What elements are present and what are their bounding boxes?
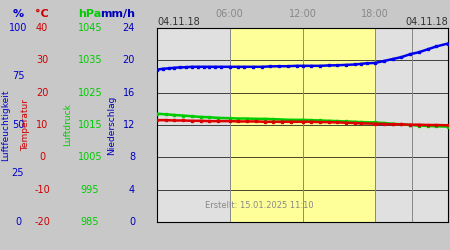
Text: 18:00: 18:00 — [361, 9, 389, 19]
Text: Niederschlag: Niederschlag — [108, 95, 117, 155]
Text: 1025: 1025 — [77, 88, 103, 98]
Text: 4: 4 — [129, 185, 135, 195]
Text: Erstellt: 15.01.2025 11:10: Erstellt: 15.01.2025 11:10 — [205, 201, 313, 210]
Text: -20: -20 — [34, 217, 50, 227]
Text: 1035: 1035 — [78, 55, 102, 65]
Text: Luftdruck: Luftdruck — [63, 104, 72, 146]
Text: -10: -10 — [34, 185, 50, 195]
Text: °C: °C — [35, 9, 49, 19]
Text: 06:00: 06:00 — [216, 9, 243, 19]
Text: Temperatur: Temperatur — [22, 99, 31, 151]
Text: 20: 20 — [122, 55, 135, 65]
Text: 40: 40 — [36, 23, 48, 33]
Text: 100: 100 — [9, 23, 27, 33]
Text: 04.11.18: 04.11.18 — [405, 17, 448, 27]
Text: 0: 0 — [39, 152, 45, 162]
Text: 985: 985 — [81, 217, 99, 227]
Text: 24: 24 — [122, 23, 135, 33]
Text: 1015: 1015 — [78, 120, 102, 130]
Text: %: % — [13, 9, 23, 19]
Text: 1005: 1005 — [78, 152, 102, 162]
Text: hPa: hPa — [78, 9, 102, 19]
Text: 25: 25 — [12, 168, 24, 178]
Text: 12: 12 — [122, 120, 135, 130]
Text: 0: 0 — [129, 217, 135, 227]
Text: 0: 0 — [15, 217, 21, 227]
Text: 04.11.18: 04.11.18 — [157, 17, 200, 27]
Text: 50: 50 — [12, 120, 24, 130]
Text: 30: 30 — [36, 55, 48, 65]
Text: 75: 75 — [12, 72, 24, 82]
Text: 8: 8 — [129, 152, 135, 162]
Text: 10: 10 — [36, 120, 48, 130]
Text: 995: 995 — [81, 185, 99, 195]
Text: mm/h: mm/h — [100, 9, 135, 19]
Text: 1045: 1045 — [78, 23, 102, 33]
Text: Luftfeuchtigkeit: Luftfeuchtigkeit — [1, 89, 10, 161]
Text: 16: 16 — [123, 88, 135, 98]
Bar — [230, 28, 375, 222]
Text: 20: 20 — [36, 88, 48, 98]
Text: 12:00: 12:00 — [288, 9, 316, 19]
